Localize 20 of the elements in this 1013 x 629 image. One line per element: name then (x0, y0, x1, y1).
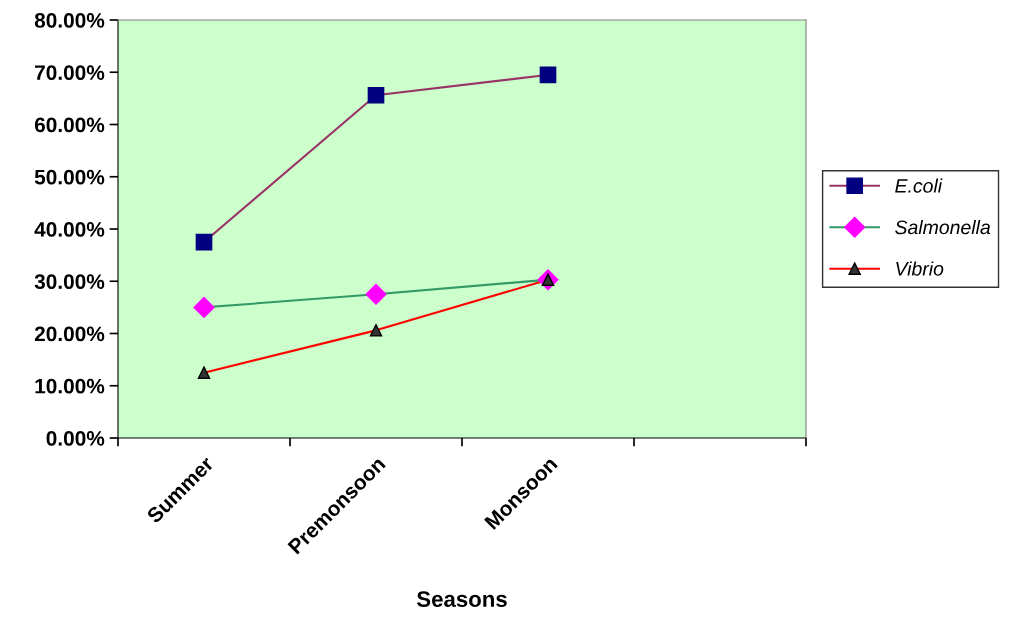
legend-label: Salmonella (895, 219, 991, 235)
point (367, 86, 385, 104)
legend-label: Vibrio (896, 261, 944, 276)
y-tick-label: 20.00% (34, 326, 105, 342)
y-tick-label: 0.00% (46, 431, 105, 446)
point (369, 324, 383, 337)
point (365, 283, 387, 305)
point (193, 296, 215, 318)
y-tick-label: 40.00% (34, 222, 105, 237)
y-tick-label: 80.00% (34, 13, 105, 28)
y-tick-label: 50.00% (34, 169, 105, 185)
x-axis-title: Seasons (416, 591, 507, 607)
point (195, 233, 213, 251)
legend-label: E.coli (895, 178, 943, 193)
y-tick-label: 70.00% (35, 65, 105, 80)
point (539, 66, 557, 84)
point (197, 366, 211, 379)
y-tick-label: 60.00% (34, 117, 105, 133)
y-tick-label: 30.00% (34, 274, 105, 290)
y-tick-label: 10.00% (35, 378, 105, 394)
